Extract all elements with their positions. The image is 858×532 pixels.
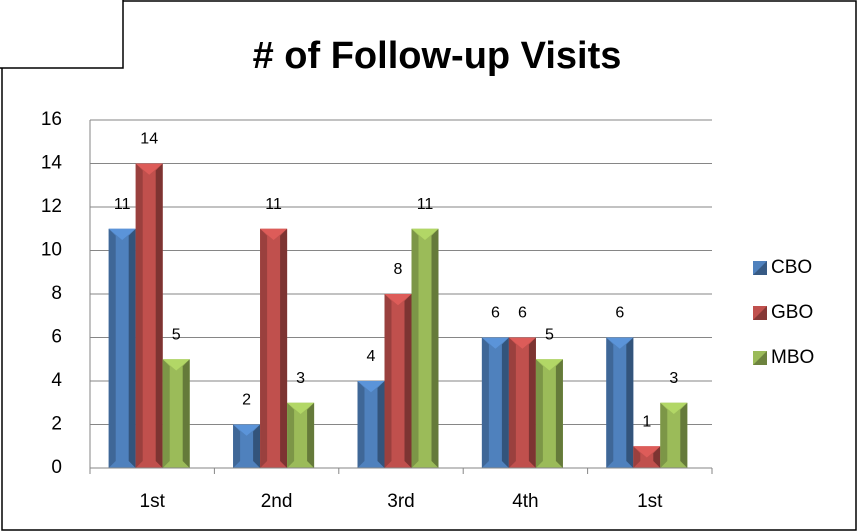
bar-bevel-right bbox=[253, 424, 261, 468]
y-tick-label: 12 bbox=[41, 196, 62, 217]
legend-swatch-shade bbox=[753, 306, 767, 320]
bar-bevel-right bbox=[528, 337, 536, 468]
bar-bevel-side bbox=[481, 337, 489, 468]
bar-group bbox=[162, 359, 190, 468]
bar-bevel-side bbox=[633, 446, 641, 468]
bar-group bbox=[108, 228, 136, 468]
bar-bevel-side bbox=[357, 381, 365, 468]
value-label: 8 bbox=[394, 261, 403, 278]
bar-bevel-right bbox=[128, 228, 136, 468]
bar-bevel-right bbox=[307, 402, 315, 468]
bar-group bbox=[508, 337, 536, 468]
bar-group bbox=[135, 163, 163, 468]
bar-bevel-side bbox=[411, 228, 419, 468]
y-tick-label: 8 bbox=[51, 283, 62, 304]
legend-label: GBO bbox=[771, 302, 813, 323]
value-label: 11 bbox=[417, 196, 434, 213]
y-tick-label: 2 bbox=[51, 414, 62, 435]
bar-group bbox=[481, 337, 509, 468]
bar-bevel-right bbox=[653, 446, 661, 468]
x-tick-label: 1st bbox=[140, 491, 166, 512]
x-tick-label: 3rd bbox=[387, 491, 414, 512]
bar-bevel-side bbox=[535, 359, 543, 468]
bar-bevel-right bbox=[501, 337, 509, 468]
bar-bevel-right bbox=[431, 228, 439, 468]
bar-bevel-side bbox=[233, 424, 241, 468]
y-tick-label: 0 bbox=[51, 457, 62, 478]
bar-bevel-top bbox=[606, 337, 634, 349]
bar-bevel-side bbox=[508, 337, 516, 468]
bar-group bbox=[411, 228, 439, 468]
value-label: 3 bbox=[296, 370, 305, 387]
bar-group bbox=[260, 228, 288, 468]
bar-bevel-right bbox=[155, 163, 163, 468]
bar-bevel-right bbox=[280, 228, 288, 468]
bar-bevel-top bbox=[287, 402, 315, 414]
value-label: 11 bbox=[265, 196, 282, 213]
value-label: 6 bbox=[491, 305, 500, 322]
bar-bevel-side bbox=[287, 402, 295, 468]
bar-bevel-side bbox=[606, 337, 614, 468]
x-tick-label: 2nd bbox=[261, 491, 293, 512]
bar-bevel-top bbox=[481, 337, 509, 349]
bar-bevel-side bbox=[384, 294, 392, 468]
bar-bevel-top bbox=[384, 294, 412, 306]
bar-group bbox=[633, 446, 661, 468]
value-label: 14 bbox=[140, 131, 158, 148]
bar-bevel-right bbox=[555, 359, 563, 468]
bar-bevel-top bbox=[260, 228, 288, 240]
bar-bevel-right bbox=[404, 294, 412, 468]
y-tick-label: 14 bbox=[41, 153, 63, 174]
legend-label: MBO bbox=[771, 347, 814, 368]
bar-bevel-top bbox=[162, 359, 190, 371]
y-tick-label: 10 bbox=[41, 240, 62, 261]
legend-swatch-shade bbox=[753, 261, 767, 275]
bar-bevel-top bbox=[411, 228, 439, 240]
value-label: 11 bbox=[114, 196, 131, 213]
legend-label: CBO bbox=[771, 257, 812, 278]
bar-group bbox=[660, 402, 688, 468]
bar-group bbox=[357, 381, 385, 468]
bar-bevel-side bbox=[660, 402, 668, 468]
bar-bevel-top bbox=[357, 381, 385, 393]
bar-group bbox=[233, 424, 261, 468]
value-label: 5 bbox=[172, 326, 181, 343]
bar-bevel-side bbox=[162, 359, 170, 468]
x-tick-label: 4th bbox=[512, 491, 538, 512]
value-label: 4 bbox=[367, 348, 376, 365]
bar-group bbox=[535, 359, 563, 468]
legend-swatch-shade bbox=[753, 351, 767, 365]
bar-bevel-top bbox=[535, 359, 563, 371]
bar-bevel-right bbox=[626, 337, 634, 468]
bar-group bbox=[606, 337, 634, 468]
value-label: 1 bbox=[642, 413, 651, 430]
bar-bevel-top bbox=[633, 446, 661, 458]
bar-bevel-top bbox=[508, 337, 536, 349]
value-label: 6 bbox=[615, 305, 624, 322]
bar-bevel-right bbox=[377, 381, 385, 468]
value-label: 2 bbox=[242, 392, 251, 409]
bar-bevel-top bbox=[233, 424, 261, 436]
bar-bevel-side bbox=[135, 163, 143, 468]
bar-bevel-right bbox=[182, 359, 190, 468]
y-tick-label: 6 bbox=[51, 327, 62, 348]
bar-bevel-top bbox=[108, 228, 136, 240]
value-label: 3 bbox=[669, 370, 678, 387]
x-tick-label: 1st bbox=[637, 491, 663, 512]
corner-box bbox=[0, 0, 124, 69]
value-label: 6 bbox=[518, 305, 527, 322]
y-tick-label: 4 bbox=[51, 370, 62, 391]
bar-bevel-right bbox=[680, 402, 688, 468]
bar-bevel-side bbox=[260, 228, 268, 468]
value-label: 5 bbox=[545, 326, 554, 343]
bar-bevel-top bbox=[660, 402, 688, 414]
bar-group bbox=[384, 294, 412, 468]
bar-group bbox=[287, 402, 315, 468]
bar-bevel-side bbox=[108, 228, 116, 468]
bar-bevel-top bbox=[135, 163, 163, 175]
chart-title: # of Follow-up Visits bbox=[253, 35, 622, 77]
y-tick-label: 16 bbox=[41, 109, 62, 130]
